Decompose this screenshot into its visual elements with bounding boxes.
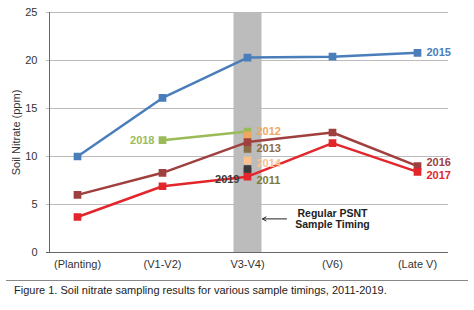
svg-text:10: 10	[25, 150, 37, 162]
svg-text:V3-V4): V3-V4)	[230, 258, 264, 270]
svg-text:0: 0	[31, 246, 37, 258]
svg-text:(Planting): (Planting)	[54, 258, 101, 270]
svg-text:2011: 2011	[257, 174, 281, 186]
svg-text:20: 20	[25, 54, 37, 66]
svg-text:(V6): (V6)	[322, 258, 343, 270]
svg-text:2018: 2018	[130, 134, 154, 146]
svg-text:2017: 2017	[427, 169, 451, 181]
svg-text:2014: 2014	[257, 157, 282, 169]
svg-text:2013: 2013	[257, 142, 281, 154]
svg-text:Soil Nitrate (ppm): Soil Nitrate (ppm)	[10, 90, 22, 176]
svg-text:(Late V): (Late V)	[398, 258, 437, 270]
svg-text:2012: 2012	[257, 125, 281, 137]
svg-text:2019: 2019	[215, 173, 239, 185]
svg-text:5: 5	[31, 198, 37, 210]
svg-text:2015: 2015	[427, 46, 451, 58]
html-text:Figure 1. Soil nitrate samplin: Figure 1. Soil nitrate sampling results …	[14, 284, 387, 296]
svg-text:(V1-V2): (V1-V2)	[144, 258, 182, 270]
svg-text:Regular PSNTSample Timing: Regular PSNTSample Timing	[295, 207, 370, 230]
svg-text:2016: 2016	[427, 156, 451, 168]
svg-text:25: 25	[25, 6, 37, 18]
svg-text:15: 15	[25, 102, 37, 114]
